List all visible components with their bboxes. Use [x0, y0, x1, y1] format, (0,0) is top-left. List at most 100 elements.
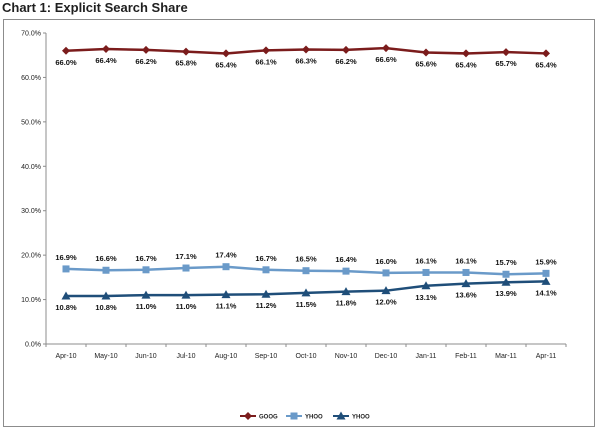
series-2-point — [302, 267, 310, 275]
series-2-point — [542, 269, 550, 277]
x-tick-label: Nov-10 — [335, 353, 358, 360]
y-tick-label: 50.0% — [21, 119, 41, 126]
series-3-point — [421, 281, 431, 290]
series-2-point — [102, 266, 110, 274]
x-tick-label: Mar-11 — [495, 353, 517, 360]
series-3-data-label: 13.6% — [455, 291, 477, 300]
series-3-point — [181, 290, 191, 299]
series-3-point — [261, 289, 271, 298]
series-2-point — [382, 269, 390, 277]
series-1-point — [502, 48, 510, 57]
legend-marker-1 — [244, 412, 252, 420]
series-2-data-label: 16.1% — [455, 256, 477, 265]
series-3-point — [541, 276, 551, 285]
series-1-point — [382, 44, 390, 53]
series-3-point — [501, 277, 511, 286]
series-2-point — [142, 266, 150, 274]
series-1-point — [142, 45, 150, 54]
series-3-point — [221, 290, 231, 299]
x-tick-label: Jul-10 — [176, 353, 195, 360]
series-3-data-label: 11.5% — [296, 300, 317, 309]
series-1-point — [182, 47, 190, 56]
series-3-data-label: 11.1% — [216, 302, 237, 311]
series-1-data-label: 66.6% — [375, 55, 397, 64]
series-1-data-label: 65.7% — [495, 59, 517, 68]
series-2-data-label: 16.7% — [135, 254, 157, 263]
legend-marker-2 — [290, 412, 298, 420]
series-3-point — [61, 291, 71, 300]
series-3-point — [101, 291, 111, 300]
series-2-data-label: 16.7% — [255, 254, 277, 263]
series-1-data-label: 66.4% — [95, 56, 117, 65]
x-tick-label: Oct-10 — [295, 353, 316, 360]
series-3-data-label: 11.8% — [336, 299, 357, 308]
series-2-data-label: 16.1% — [415, 256, 437, 265]
series-1-data-label: 65.4% — [535, 60, 557, 69]
line-chart: 0.0% 10.0% 20.0% 30.0% 40.0% 50.0% 60.0% 70.0% A… — [21, 31, 567, 421]
series-1-data-label: 65.8% — [175, 59, 197, 68]
series-1-data-label: 66.0% — [55, 58, 77, 67]
series-2-point — [422, 268, 430, 276]
y-tick-label: 10.0% — [21, 297, 41, 304]
series-3-data-label: 14.1% — [535, 288, 557, 297]
series-1-point — [102, 44, 110, 53]
series-2-point — [262, 266, 270, 274]
x-tick-label: Dec-10 — [375, 353, 398, 360]
series-1-point — [422, 48, 430, 57]
series-2-data-label: 15.9% — [535, 257, 557, 266]
x-tick-label: Jan-11 — [416, 353, 437, 360]
series-2-data-label: 16.0% — [375, 257, 397, 266]
legend-label-1: GOOG — [259, 415, 278, 421]
series-1-data-label: 66.3% — [295, 56, 317, 65]
y-tick-label: 30.0% — [21, 208, 41, 215]
legend-label-2: YHOO — [305, 415, 323, 421]
series-1-point — [462, 49, 470, 58]
chart-frame: 0.0% 10.0% 20.0% 30.0% 40.0% 50.0% 60.0% 70.0% A… — [3, 19, 595, 427]
series-1-data-label: 65.4% — [455, 60, 477, 69]
series-1-point — [302, 45, 310, 54]
x-tick-label: May-10 — [94, 353, 117, 360]
x-tick-label: Jun-10 — [135, 353, 157, 360]
chart-title: Chart 1: Explicit Search Share — [2, 0, 188, 15]
y-tick-label: 0.0% — [25, 342, 41, 349]
series-1-data-label: 65.6% — [415, 60, 437, 69]
series-3-data-label: 13.1% — [415, 293, 437, 302]
series-3-data-label: 12.0% — [375, 298, 397, 307]
series-2-data-label: 15.7% — [495, 258, 517, 267]
series-2-point — [222, 263, 230, 271]
series-2-data-label: 16.6% — [95, 254, 117, 263]
series-3-point — [141, 290, 151, 299]
series-1-point — [62, 46, 70, 55]
series-1-point — [542, 49, 550, 58]
series-2-point — [502, 270, 510, 278]
y-tick-label: 20.0% — [21, 253, 41, 260]
series-2-data-label: 17.4% — [215, 251, 237, 260]
legend-marker-3 — [336, 411, 346, 420]
y-tick-label: 70.0% — [21, 31, 41, 38]
series-2-point — [462, 268, 470, 276]
series-1-data-label: 65.4% — [215, 60, 237, 69]
y-tick-label: 60.0% — [21, 75, 41, 82]
series-3-data-label: 11.0% — [176, 302, 197, 311]
x-tick-label: Aug-10 — [215, 353, 238, 360]
series-3-data-label: 10.8% — [55, 303, 77, 312]
series-1-data-label: 66.2% — [135, 57, 157, 66]
x-tick-label: Apr-10 — [55, 353, 76, 360]
series-1-point — [342, 45, 350, 54]
series-1-point — [222, 49, 230, 58]
x-tick-label: Apr-11 — [536, 353, 557, 360]
series-2-point — [62, 265, 70, 273]
series-2-data-label: 16.5% — [295, 255, 317, 264]
series-3-point — [461, 279, 471, 288]
series-3-data-label: 10.8% — [95, 303, 117, 312]
series-3-data-label: 11.0% — [136, 302, 157, 311]
series-3-point — [381, 286, 391, 295]
series-3-point — [341, 287, 351, 296]
series-3-point — [301, 288, 311, 297]
series-2-point — [182, 264, 190, 272]
series-3-data-label: 11.2% — [256, 301, 277, 310]
series-2-data-label: 17.1% — [175, 252, 197, 261]
series-1-data-label: 66.2% — [335, 57, 357, 66]
y-tick-label: 40.0% — [21, 164, 41, 171]
series-2-data-label: 16.9% — [55, 253, 77, 262]
